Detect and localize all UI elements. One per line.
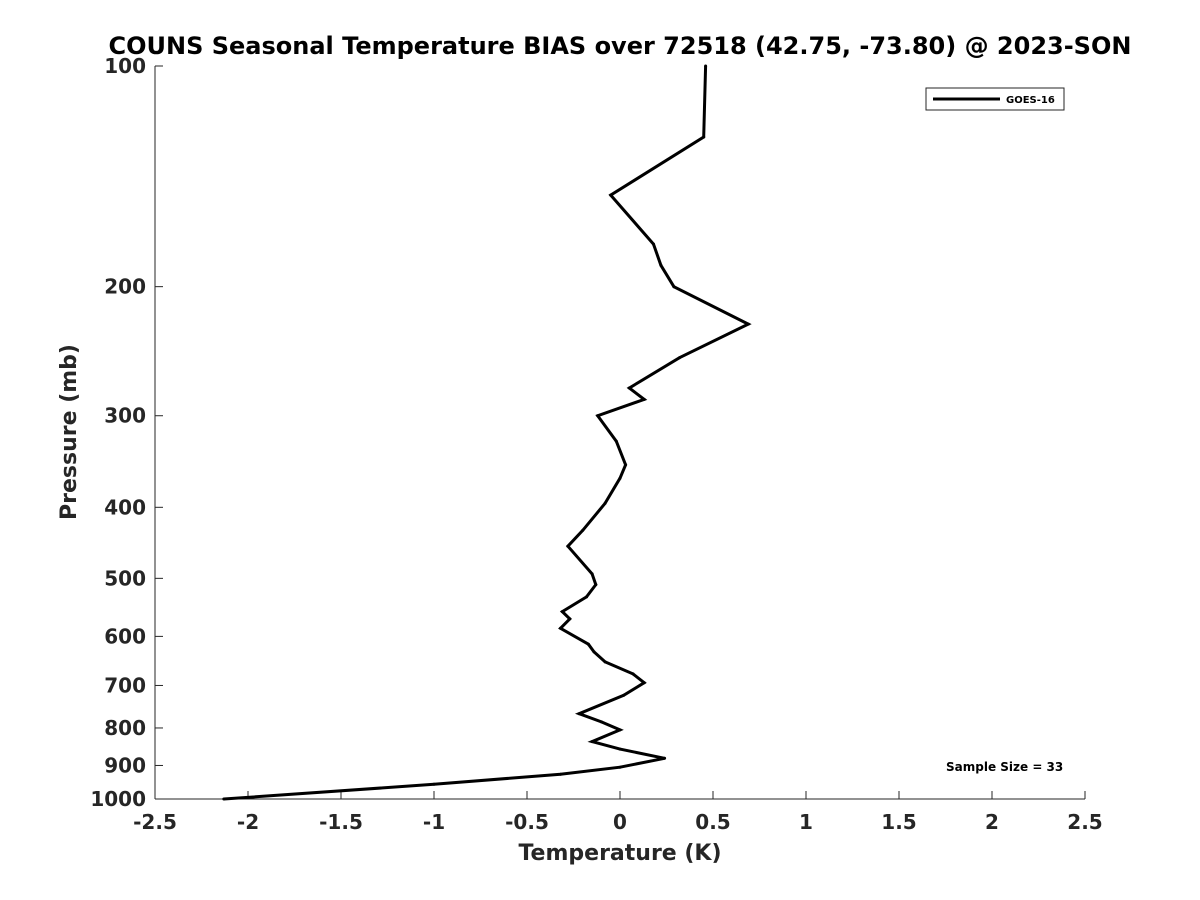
- data-point: [559, 626, 562, 630]
- y-tick-label: 1000: [90, 787, 146, 811]
- x-tick-label: 1.5: [881, 810, 916, 834]
- y-tick-label: 700: [104, 673, 146, 697]
- data-point: [704, 64, 708, 68]
- x-tick-label: -0.5: [505, 810, 549, 834]
- data-point: [596, 414, 600, 418]
- series-line-goes-16: [223, 65, 752, 801]
- data-point: [618, 747, 622, 751]
- y-ticks: 100 200 300 400 500 600 700 800 900 1000: [90, 54, 163, 811]
- data-point: [614, 439, 618, 443]
- data-point: [663, 756, 667, 760]
- data-point: [581, 528, 585, 532]
- chart-title: COUNS Seasonal Temperature BIAS over 725…: [109, 32, 1132, 60]
- data-point: [594, 583, 598, 587]
- data-point: [652, 242, 655, 246]
- data-point: [559, 772, 562, 776]
- x-tick-label: 2.5: [1067, 810, 1102, 834]
- data-point: [599, 720, 603, 724]
- y-tick-label: 800: [104, 716, 146, 740]
- x-tick-label: -1.5: [319, 810, 363, 834]
- y-tick-label: 200: [104, 275, 146, 299]
- y-tick-label: 100: [104, 54, 146, 78]
- y-tick-label: 500: [104, 566, 146, 590]
- data-point: [631, 672, 635, 676]
- data-point: [618, 728, 622, 732]
- data-point: [702, 135, 706, 139]
- y-tick-label: 300: [104, 404, 146, 428]
- data-point: [577, 712, 581, 716]
- x-tick-label: -2.5: [133, 810, 177, 834]
- data-point: [568, 617, 572, 621]
- series: [222, 64, 752, 801]
- x-tick-label: 0: [613, 810, 627, 834]
- x-axis-label: Temperature (K): [518, 841, 721, 866]
- x-tick-label: 1: [799, 810, 813, 834]
- data-point: [624, 463, 628, 467]
- data-point: [622, 693, 626, 697]
- data-point: [618, 476, 622, 480]
- data-point: [603, 660, 607, 664]
- x-ticks: -2.5 -2 -1.5 -1 -0.5 0 0.5 1 1.5 2 2.5: [133, 791, 1103, 834]
- data-point: [592, 650, 596, 654]
- data-point: [603, 501, 607, 505]
- x-tick-label: 0.5: [695, 810, 730, 834]
- data-point: [746, 322, 750, 326]
- data-point: [586, 642, 590, 646]
- data-point: [566, 544, 570, 548]
- legend: GOES-16: [925, 87, 1065, 111]
- legend-label: GOES-16: [1006, 95, 1055, 106]
- data-point: [585, 595, 588, 599]
- data-point: [432, 782, 436, 786]
- data-point: [642, 397, 646, 401]
- y-axis-label: Pressure (mb): [57, 344, 82, 520]
- axes: [154, 66, 1085, 800]
- data-point: [590, 740, 594, 744]
- y-tick-label: 600: [104, 624, 146, 648]
- data-point: [560, 610, 564, 614]
- data-point: [222, 797, 226, 801]
- x-tick-label: 2: [985, 810, 999, 834]
- data-point: [642, 681, 646, 685]
- data-point: [672, 285, 676, 289]
- y-tick-label: 400: [104, 495, 146, 519]
- data-point: [659, 263, 663, 267]
- data-point: [590, 572, 594, 576]
- data-point: [609, 193, 613, 197]
- data-point: [627, 386, 631, 390]
- x-tick-label: -1: [423, 810, 445, 834]
- data-point: [618, 765, 622, 769]
- x-tick-label: -2: [237, 810, 259, 834]
- y-tick-label: 900: [104, 753, 146, 777]
- data-point: [678, 356, 681, 360]
- sample-size-annotation: Sample Size = 33: [946, 760, 1063, 774]
